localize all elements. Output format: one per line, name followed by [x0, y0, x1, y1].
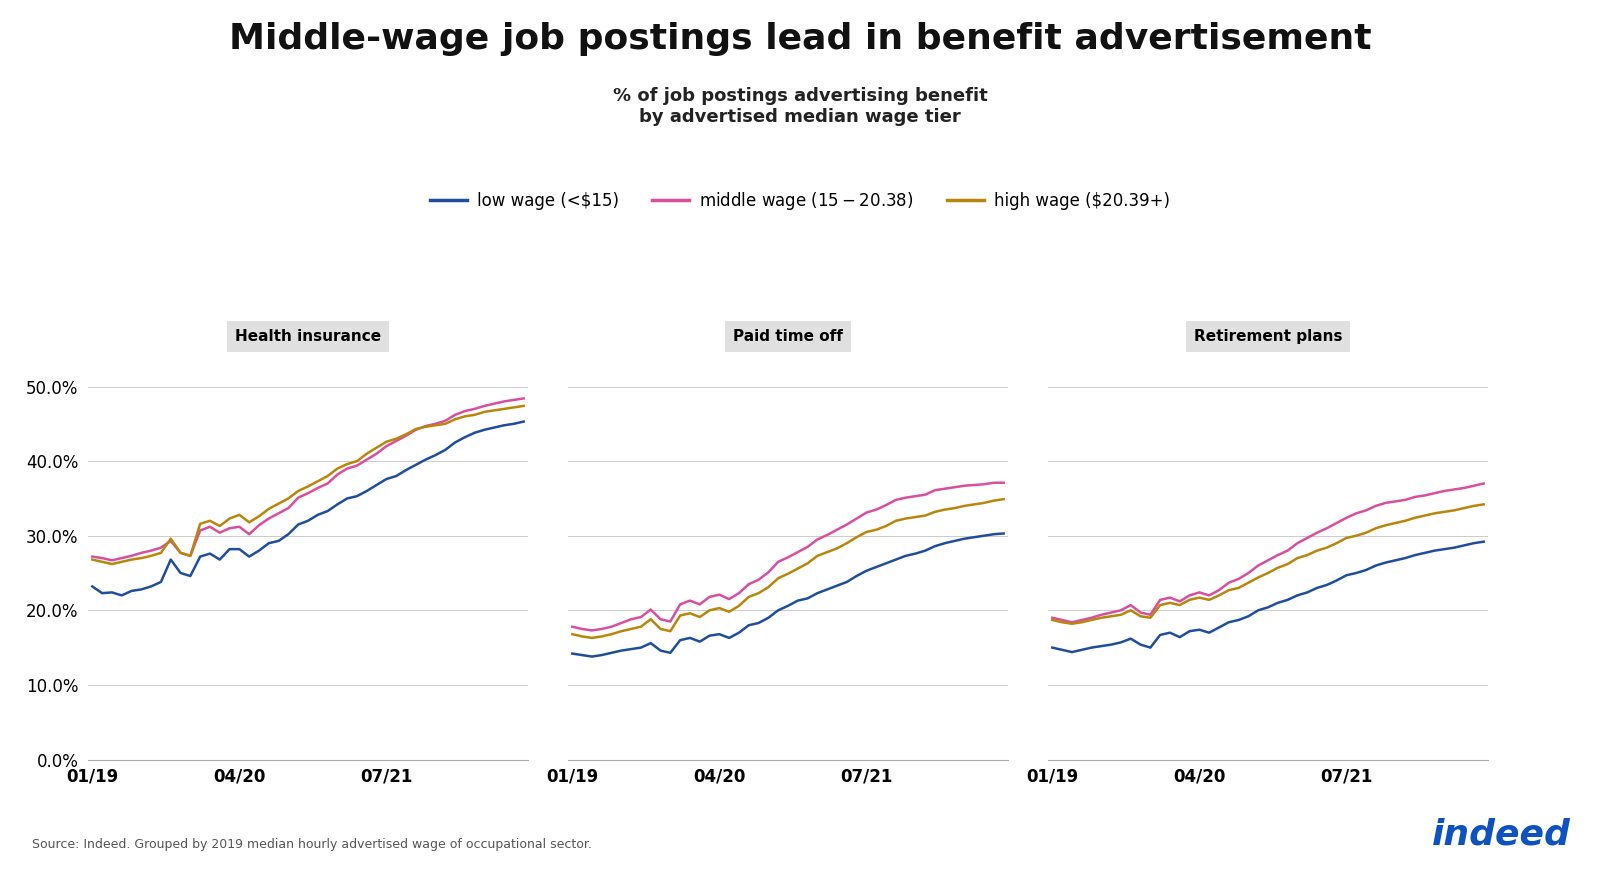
Legend: low wage (<$15), middle wage ($15-$20.38), high wage ($20.39+): low wage (<$15), middle wage ($15-$20.38… — [424, 183, 1176, 218]
Text: Source: Indeed. Grouped by 2019 median hourly advertised wage of occupational se: Source: Indeed. Grouped by 2019 median h… — [32, 838, 592, 851]
Text: indeed: indeed — [1432, 817, 1571, 851]
Title: Health insurance: Health insurance — [235, 329, 381, 344]
Title: Retirement plans: Retirement plans — [1194, 329, 1342, 344]
Text: % of job postings advertising benefit
by advertised median wage tier: % of job postings advertising benefit by… — [613, 87, 987, 126]
Text: Middle-wage job postings lead in benefit advertisement: Middle-wage job postings lead in benefit… — [229, 22, 1371, 56]
Title: Paid time off: Paid time off — [733, 329, 843, 344]
